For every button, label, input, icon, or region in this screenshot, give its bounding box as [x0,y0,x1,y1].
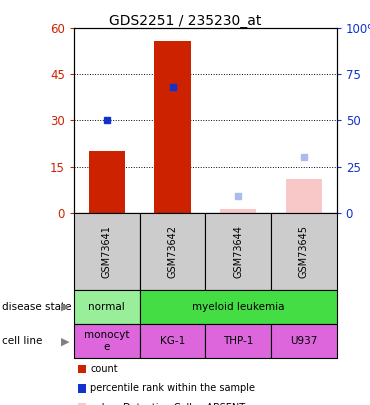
Text: count: count [90,364,118,374]
Text: disease state: disease state [2,302,71,312]
Text: ▶: ▶ [61,336,69,346]
Text: GSM73641: GSM73641 [102,225,112,277]
Text: cell line: cell line [2,336,42,346]
Text: KG-1: KG-1 [160,336,185,346]
Bar [89,151,125,213]
Text: THP-1: THP-1 [223,336,253,346]
Text: percentile rank within the sample: percentile rank within the sample [90,384,255,393]
Bar [154,40,191,213]
Text: normal: normal [88,302,125,312]
Text: GDS2251 / 235230_at: GDS2251 / 235230_at [109,14,261,28]
Text: U937: U937 [290,336,317,346]
Text: myeloid leukemia: myeloid leukemia [192,302,285,312]
Bar [286,179,322,213]
Bar [220,209,256,213]
Text: GSM73642: GSM73642 [168,225,178,277]
Text: monocyt
e: monocyt e [84,330,130,352]
Text: GSM73644: GSM73644 [233,225,243,277]
Text: value, Detection Call = ABSENT: value, Detection Call = ABSENT [90,403,245,405]
Text: ▶: ▶ [61,302,69,312]
Text: GSM73645: GSM73645 [299,225,309,277]
